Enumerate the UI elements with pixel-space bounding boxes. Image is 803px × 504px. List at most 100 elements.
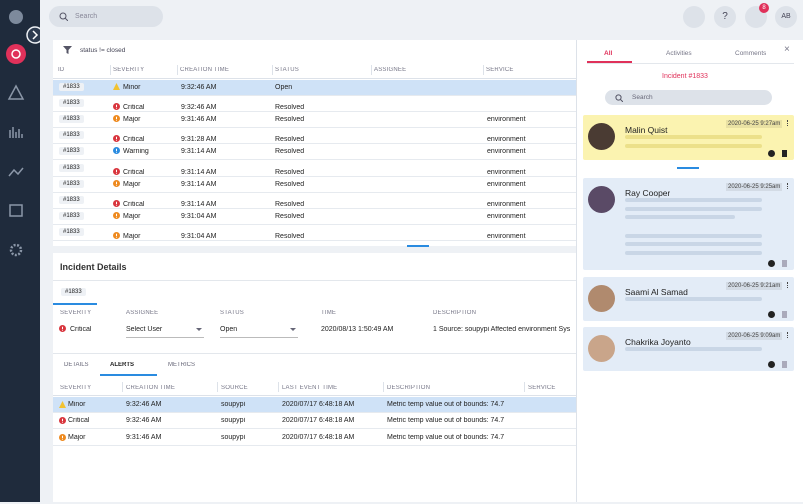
activity-tab[interactable]: Comments: [735, 50, 767, 57]
detail-tab[interactable]: DETAILS: [64, 362, 89, 368]
expand-button[interactable]: [768, 150, 775, 157]
notification-badge: 8: [759, 3, 769, 13]
resize-handle[interactable]: [407, 245, 429, 247]
alert-row[interactable]: Critical 9:32:46 AM soupypi 2020/07/17 6:48…: [53, 413, 576, 430]
column-divider: [110, 65, 111, 75]
activity-tab[interactable]: Activities: [666, 50, 692, 57]
tab-underline: [100, 374, 157, 376]
severity: Critical: [123, 104, 145, 112]
incident-row[interactable]: #1833 Critical 9:32:46 AM Resolved: [53, 96, 576, 113]
incident-row[interactable]: #1833 Warning 9:31:14 AM Resolved environmen…: [53, 144, 576, 161]
search-box[interactable]: Search: [49, 6, 163, 27]
incident-tab[interactable]: #1833: [53, 283, 97, 305]
header-divider: [53, 395, 576, 396]
pin-button[interactable]: [782, 311, 787, 318]
creation-time: 9:31:14 AM: [181, 168, 217, 176]
severity: Critical: [123, 200, 145, 208]
text-placeholder: [625, 206, 762, 211]
activity-search[interactable]: Search: [605, 90, 772, 105]
timestamp: 2020-06-25 9:27am: [726, 120, 783, 128]
pin-button[interactable]: [782, 361, 787, 368]
alert-row[interactable]: Minor 9:32:46 AM soupypi 2020/07/17 6:48:18…: [53, 397, 576, 413]
field-label: STATUS: [220, 310, 244, 316]
severity-icon: [113, 167, 120, 175]
severity: Critical: [123, 136, 145, 144]
incident-row[interactable]: #1833 Critical 9:31:14 AM Resolved environme…: [53, 192, 576, 209]
pin-button[interactable]: [782, 150, 787, 157]
sidebar-icons: [6, 10, 44, 257]
incident-id: #1833: [59, 227, 84, 236]
service: environment: [487, 168, 526, 176]
text-placeholder: [625, 242, 762, 246]
field-value[interactable]: Open: [220, 326, 298, 338]
comment-card[interactable]: Ray Cooper 2020-06-25 9:25am: [583, 178, 794, 270]
pin-button[interactable]: [782, 260, 787, 267]
detail-tab[interactable]: METRICS: [168, 362, 195, 368]
incident-id: #1833: [59, 99, 84, 108]
creation-time: 9:31:28 AM: [181, 136, 217, 144]
creation-time: 9:31:04 AM: [181, 212, 217, 220]
expand-button[interactable]: [768, 361, 775, 368]
incident-tab-label: #1833: [61, 288, 86, 296]
service: environment: [487, 116, 526, 124]
incident-row[interactable]: #1833 Minor 9:32:46 AM Open: [53, 80, 576, 96]
help-button[interactable]: ?: [714, 6, 736, 28]
more-menu[interactable]: [787, 332, 789, 338]
description: Metric temp value out of bounds: 74.7: [387, 417, 505, 425]
comment-card[interactable]: Malin Quist 2020-06-25 9:27am: [583, 115, 794, 160]
last-event-time: 2020/07/17 6:48:18 AM: [282, 433, 355, 441]
activity-panel: × Incident #1833 Search All Activities Com…: [576, 40, 803, 502]
severity: Major: [123, 116, 141, 124]
field-value[interactable]: Select User: [126, 326, 204, 338]
column-header: SERVICE: [486, 67, 514, 73]
text-placeholder: [625, 215, 735, 219]
field-label: SEVERITY: [60, 310, 92, 316]
column-divider: [524, 382, 525, 392]
creation-time: 9:32:46 AM: [181, 104, 217, 112]
incident-row[interactable]: #1833 Major 9:31:04 AM Resolved environment: [53, 224, 576, 241]
comment-card[interactable]: Chakrika Joyanto 2020-06-25 9:09am: [583, 327, 794, 371]
alert-row[interactable]: Major 9:31:46 AM soupypi 2020/07/17 6:48:18…: [53, 429, 576, 446]
incident-row[interactable]: #1833 Major 9:31:04 AM Resolved environment: [53, 208, 576, 225]
timestamp: 2020-06-25 9:25am: [726, 183, 783, 191]
severity: Critical: [68, 417, 90, 425]
column-divider: [272, 65, 273, 75]
severity-icon: [113, 199, 120, 207]
filter-text[interactable]: status != closed: [80, 47, 126, 54]
tab-underline: [587, 61, 632, 63]
activity-tab[interactable]: All: [604, 50, 613, 57]
status: Resolved: [275, 148, 305, 156]
incident-row[interactable]: #1833 Critical 9:31:28 AM Resolved environme…: [53, 128, 576, 145]
dropdown-arrow: [196, 328, 202, 331]
detail-tab[interactable]: ALERTS: [110, 362, 134, 368]
close-button[interactable]: ×: [784, 44, 790, 55]
creation-time: 9:32:46 AM: [181, 84, 217, 91]
creation-time: 9:31:46 AM: [126, 433, 162, 441]
more-menu[interactable]: [787, 183, 789, 189]
refresh-button[interactable]: [683, 6, 705, 28]
more-menu[interactable]: [787, 120, 789, 126]
divider: [53, 280, 576, 281]
search-placeholder: Search: [75, 13, 98, 20]
column-header: ID: [58, 67, 65, 73]
incident-id: #1833: [59, 115, 84, 124]
header-divider: [53, 78, 576, 79]
service: environment: [487, 232, 526, 240]
last-event-time: 2020/07/17 6:48:18 AM: [282, 417, 355, 425]
incident-row[interactable]: #1833 Critical 9:31:14 AM Resolved environme…: [53, 160, 576, 177]
more-menu[interactable]: [787, 282, 789, 288]
expand-button[interactable]: [768, 260, 775, 267]
text-placeholder: [625, 250, 762, 255]
incident-row[interactable]: #1833 Major 9:31:46 AM Resolved environment: [53, 112, 576, 129]
column-header: ASSIGNEE: [374, 67, 407, 73]
resize-handle[interactable]: [677, 167, 699, 169]
user-avatar[interactable]: AB: [775, 6, 797, 28]
last-event-time: 2020/07/17 6:48:18 AM: [282, 401, 355, 408]
avatar: [588, 285, 615, 312]
incident-row[interactable]: #1833 Major 9:31:14 AM Resolved environment: [53, 176, 576, 193]
expand-button[interactable]: [768, 311, 775, 318]
comment-card[interactable]: Saami Al Samad 2020-06-25 9:21am: [583, 277, 794, 321]
description: Metric temp value out of bounds: 74.7: [387, 433, 505, 441]
field-label: TIME: [321, 310, 337, 316]
